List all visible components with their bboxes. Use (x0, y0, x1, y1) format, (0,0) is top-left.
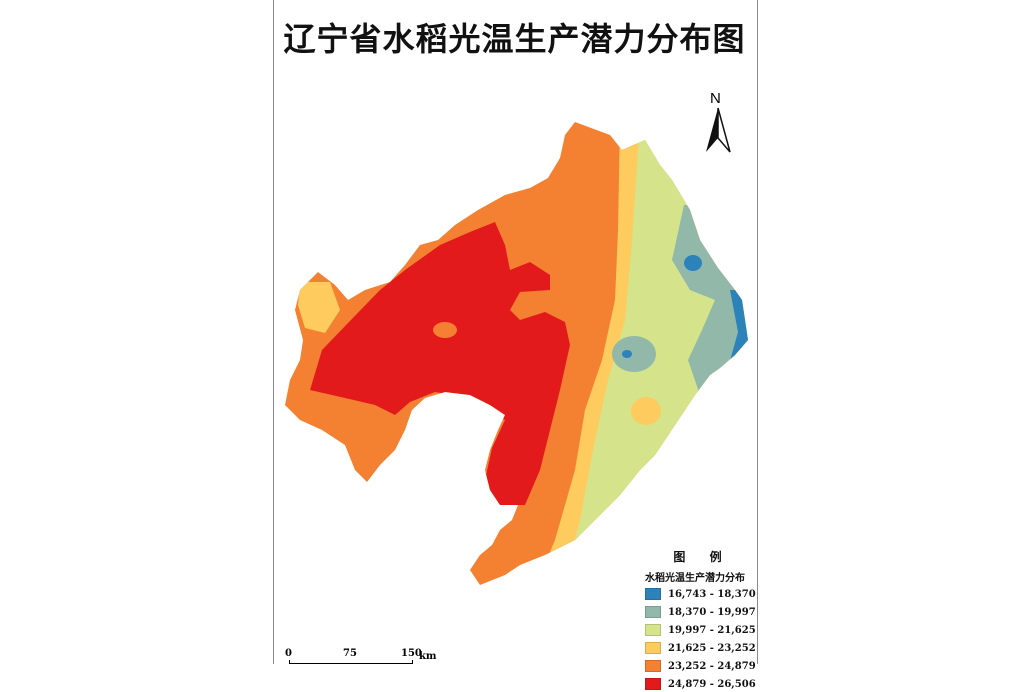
legend-swatch (645, 678, 661, 690)
legend-item: 24,879 - 26,506 (645, 676, 760, 692)
legend-swatch (645, 624, 661, 636)
scale-tick-0: 0 (285, 648, 292, 659)
scale-line (289, 660, 413, 664)
legend-swatch (645, 588, 661, 600)
legend-item: 18,370 - 19,997 (645, 604, 760, 620)
north-label: N (710, 90, 721, 107)
map-title: 辽宁省水稻光温生产潜力分布图 (283, 20, 746, 58)
scale-unit: km (419, 651, 437, 662)
potential-zones (285, 122, 748, 585)
legend-label: 18,370 - 19,997 (668, 606, 756, 618)
legend-swatch (645, 606, 661, 618)
zone-21625-23252-spot (631, 397, 661, 425)
legend-heading: 图 例 (673, 550, 732, 564)
zone-16743-18370-spot (684, 255, 702, 271)
scale-tick-75: 75 (343, 648, 357, 659)
legend-label: 16,743 - 18,370 (668, 588, 756, 600)
zone-18370-19997-patch (612, 336, 656, 372)
legend-label: 19,997 - 21,625 (668, 624, 756, 636)
legend-swatch (645, 642, 661, 654)
map-canvas (285, 122, 748, 585)
scale-tick-150: 150 (401, 648, 422, 659)
zone-24879-26506 (310, 222, 570, 505)
north-arrow: N (702, 90, 734, 160)
legend-swatch (645, 660, 661, 672)
legend-item: 16,743 - 18,370 (645, 586, 760, 602)
legend: 图 例 水稻光温生产潜力分布 16,743 - 18,370 18,370 - … (645, 548, 760, 692)
north-arrow-icon (706, 107, 731, 153)
zone-23252-24879-island (433, 322, 457, 338)
zone-16743-18370-spot2 (622, 350, 632, 358)
legend-label: 23,252 - 24,879 (668, 660, 756, 672)
legend-item: 21,625 - 23,252 (645, 640, 760, 656)
legend-item: 19,997 - 21,625 (645, 622, 760, 638)
legend-label: 24,879 - 26,506 (668, 678, 756, 690)
scale-bar: 0 75 150 km (285, 648, 445, 664)
legend-label: 21,625 - 23,252 (668, 642, 756, 654)
legend-subtitle: 水稻光温生产潜力分布 (645, 573, 745, 584)
legend-item: 23,252 - 24,879 (645, 658, 760, 674)
zone-21625-23252-west (298, 282, 340, 333)
